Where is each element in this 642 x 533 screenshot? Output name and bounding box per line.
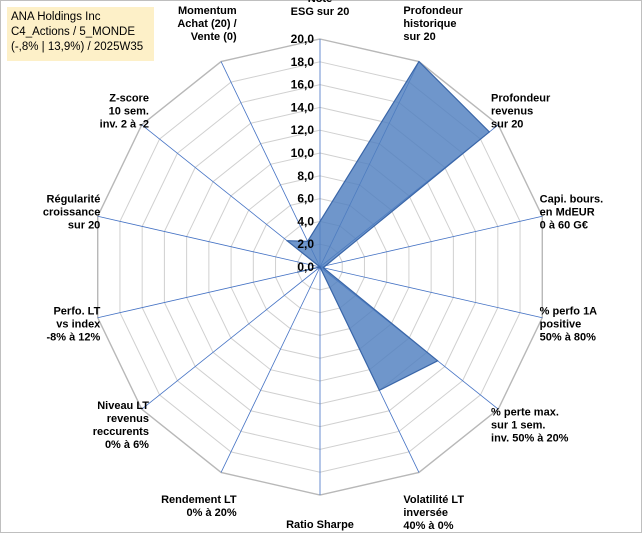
axis-label: Capi. bours. en MdEUR 0 à 60 G€ — [540, 193, 604, 231]
axis-label-line: -8% à 12% — [47, 332, 101, 344]
series-point — [307, 240, 309, 242]
axis-label: % perte max. sur 1 sem. inv. 50% à 20% — [491, 407, 569, 445]
series-area — [286, 60, 490, 391]
axis-label-line: revenus — [491, 105, 533, 117]
axis-label-line: Volatilité LT — [403, 494, 464, 506]
tick-label: 0,0 — [297, 260, 314, 274]
series-point — [378, 389, 380, 391]
axis-label-line: Régularité — [47, 193, 101, 205]
title-period: (-,8% | 13,9%) / 2025W35 — [11, 41, 144, 53]
axis-label-line: sur 20 — [491, 118, 523, 130]
tick-label: 20,0 — [291, 32, 315, 46]
axis-label-line: sur 20 — [403, 31, 435, 43]
axis-label-line: % perfo 1A — [540, 306, 598, 318]
axis-label-line: ESG sur 20 — [291, 6, 350, 18]
series-point — [418, 60, 420, 63]
axis-spoke — [97, 215, 321, 268]
title-box: ANA Holdings Inc C4_Actions / 5_MONDE (-… — [7, 7, 154, 61]
axis-spoke — [319, 266, 543, 319]
axis-label-line: positive — [540, 319, 582, 331]
axis-label: Ratio Sharpe0 à 1 — [286, 519, 354, 533]
axis-label-line: inv. 50% à 20% — [491, 433, 569, 445]
series-point — [319, 266, 321, 268]
tick-label: 2,0 — [297, 237, 314, 251]
axis-label-line: Z-score — [109, 92, 149, 104]
axis-spoke — [220, 61, 321, 268]
axis-spoke — [141, 266, 321, 410]
axis-label: Volatilité LT inversée 40% à 0% — [403, 494, 464, 532]
axis-label: Profondeur revenus sur 20 — [491, 92, 551, 130]
series-point — [286, 240, 288, 242]
axis-label-line: reccurents — [93, 426, 149, 438]
tick-label: 18,0 — [291, 55, 315, 69]
axis-label-line: sur 1 sem. — [491, 420, 545, 432]
axis-label: NoteESG sur 20 — [291, 0, 350, 18]
axis-label-line: vs index — [56, 319, 101, 331]
title-company: ANA Holdings Inc — [11, 11, 101, 23]
axis-label: Régularité croissance sur 20 — [43, 193, 100, 231]
axis-label: Profondeur historique sur 20 — [403, 5, 463, 43]
axis-label-line: Vente (0) — [191, 31, 237, 43]
radar-series — [286, 60, 490, 391]
axis-label: % perfo 1A positive 50% à 80% — [540, 306, 598, 344]
tick-label: 8,0 — [297, 169, 314, 183]
axis-label-line: inv. 2 à -2 — [100, 118, 149, 130]
series-point — [488, 131, 490, 133]
axis-label: Momentum Achat (20) / Vente (0) — [177, 5, 237, 43]
axis-label-line: Ratio Sharpe — [286, 519, 354, 531]
axis-label: Perfo. LT vs index -8% à 12% — [47, 306, 102, 344]
axis-label-line: 50% à 80% — [540, 332, 596, 344]
series-point — [437, 360, 439, 362]
tick-label: 10,0 — [291, 146, 315, 160]
series-point — [319, 220, 321, 222]
axis-label: Rendement LT 0% à 20% — [161, 494, 237, 519]
axis-label-line: 0% à 6% — [105, 439, 149, 451]
axis-spoke — [220, 266, 321, 473]
axis-label-line: 0 à 60 G€ — [540, 219, 588, 231]
axis-label-line: Rendement LT — [161, 494, 237, 506]
axis-label-line: en MdEUR — [540, 206, 595, 218]
axis-label-line: Profondeur — [491, 92, 551, 104]
axis-label-line: 10 sem. — [109, 105, 149, 117]
series-point — [324, 265, 327, 267]
axis-label-line: historique — [403, 18, 456, 30]
tick-label: 4,0 — [297, 214, 314, 228]
series-point — [322, 267, 324, 269]
tick-label: 12,0 — [291, 123, 315, 137]
axis-label-line: Capi. bours. — [540, 193, 604, 205]
axis-label-line: revenus — [107, 413, 149, 425]
axis-label-line: Niveau LT — [97, 400, 149, 412]
axis-label-line: Achat (20) / — [177, 18, 236, 30]
axis-spoke — [97, 266, 321, 319]
axis-label-line: Note — [308, 0, 332, 5]
series-point — [297, 271, 299, 273]
axis-label-line: 40% à 0% — [403, 520, 453, 532]
axis-label-line: Momentum — [178, 5, 237, 17]
title-category: C4_Actions / 5_MONDE — [11, 26, 135, 38]
axis-label-line: Profondeur — [403, 5, 463, 17]
radial-tick-labels: 0,0 2,0 4,0 6,0 8,0 10,0 12,0 14,0 16,0 18,0 20,0 — [291, 32, 315, 274]
axis-label-line: Perfo. LT — [53, 306, 100, 318]
tick-label: 14,0 — [291, 100, 315, 114]
axis-label: Niveau LT revenus reccurents 0% à 6% — [93, 400, 150, 451]
tick-label: 16,0 — [291, 78, 315, 92]
axis-label-line: sur 20 — [68, 219, 100, 231]
tick-label: 6,0 — [297, 192, 314, 206]
axis-label: Z-score 10 sem. inv. 2 à -2 — [100, 92, 149, 130]
axis-spoke — [319, 215, 543, 268]
axis-label-line: inversée — [403, 507, 448, 519]
axis-label-line: 0% à 20% — [187, 507, 237, 519]
axis-label-line: croissance — [43, 206, 100, 218]
axis-label-line: % perte max. — [491, 407, 559, 419]
